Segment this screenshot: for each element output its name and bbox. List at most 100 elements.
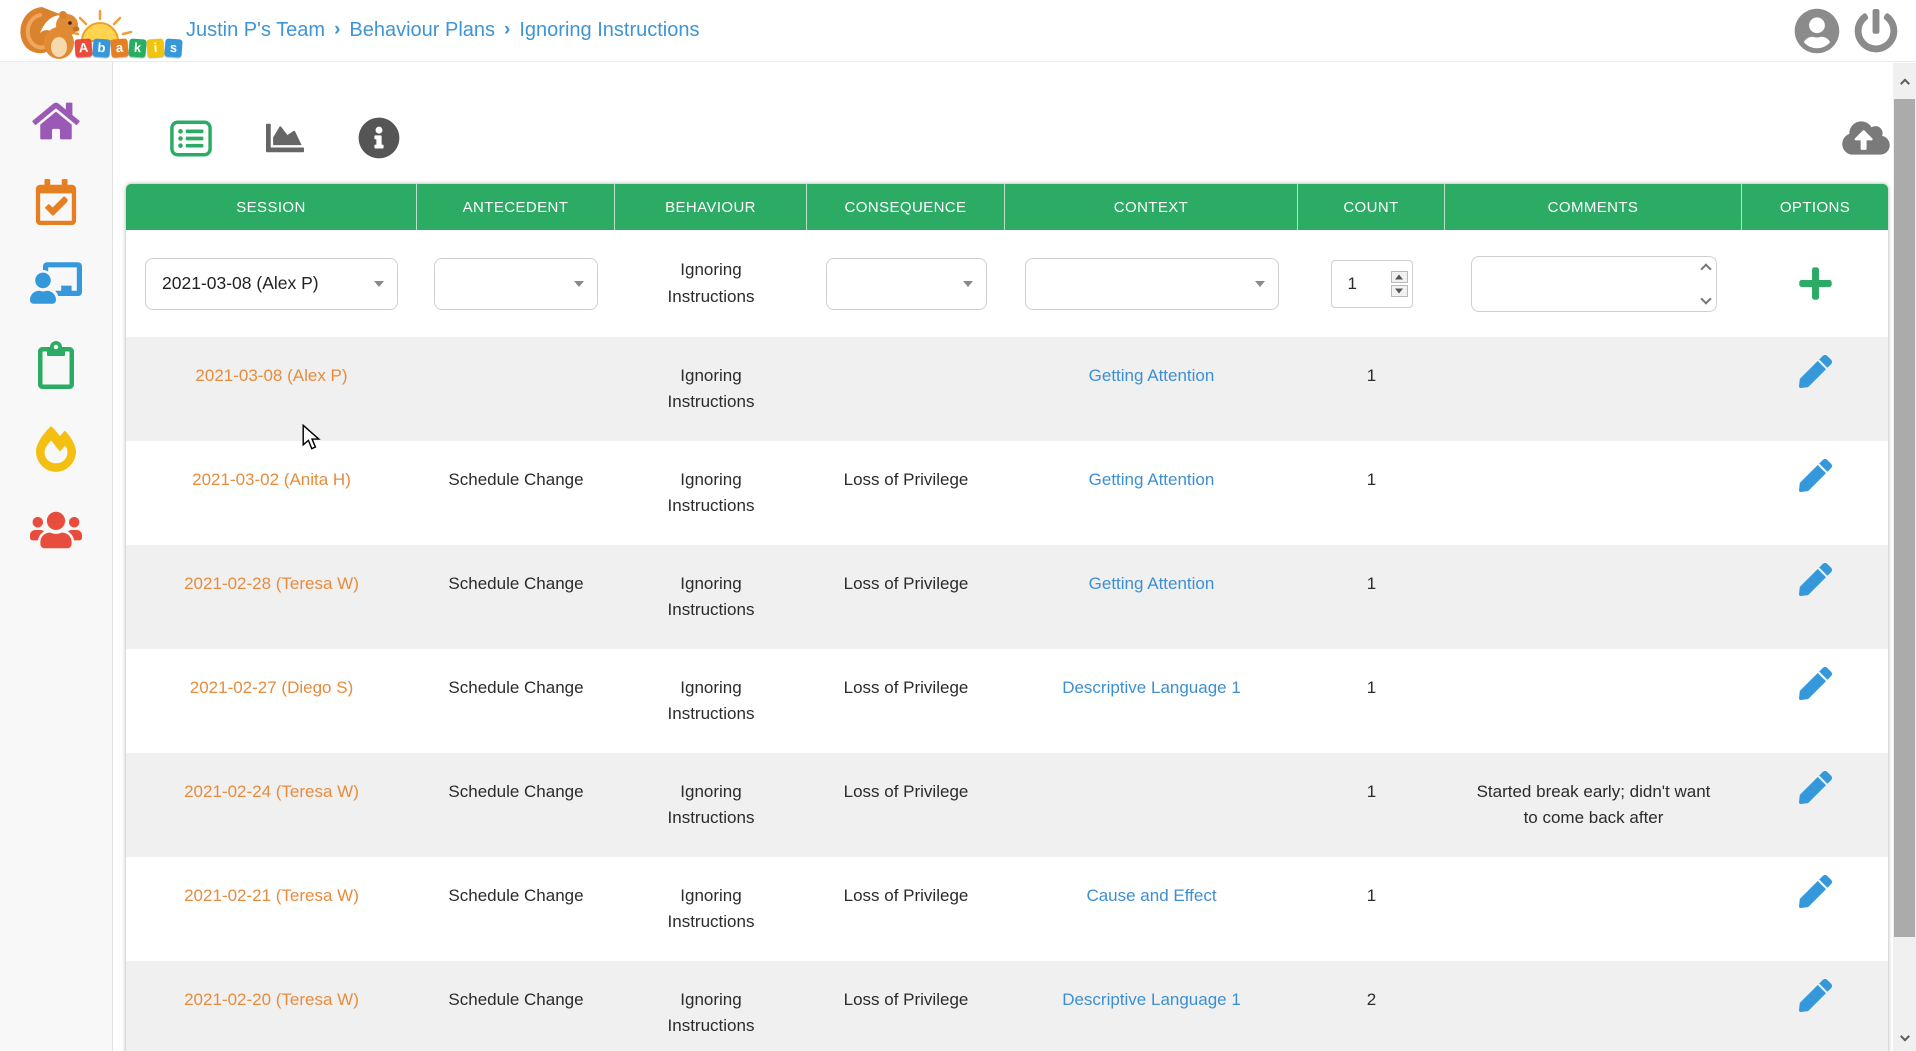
cloud-download-icon (1842, 121, 1890, 155)
logout-button[interactable] (1854, 8, 1898, 53)
count-cell: 1 (1366, 366, 1377, 385)
view-toolbar (113, 62, 1916, 184)
sidebar-nav (0, 62, 113, 1051)
session-link[interactable]: 2021-02-28 (Teresa W) (184, 574, 359, 593)
behaviour-cell: Ignoring Instructions (667, 470, 755, 516)
behaviour-label-cell: Ignoring Instructions (615, 257, 807, 310)
chevron-down-icon (574, 280, 584, 287)
sidebar-item-home[interactable] (32, 100, 80, 142)
column-header-consequence: CONSEQUENCE (807, 184, 1005, 230)
antecedent-cell: Schedule Change (448, 990, 584, 1009)
session-link[interactable]: 2021-02-21 (Teresa W) (184, 886, 359, 905)
logo-letter: k (128, 37, 147, 58)
comments-textarea[interactable] (1470, 255, 1717, 312)
download-button[interactable] (1842, 119, 1890, 157)
column-header-options: OPTIONS (1779, 198, 1851, 216)
chevron-down-icon (1899, 1031, 1910, 1042)
session-select[interactable]: 2021-03-08 (Alex P) (145, 257, 398, 310)
sidebar-item-behaviours[interactable] (36, 426, 76, 472)
behaviour-cell: Ignoring Instructions (667, 990, 755, 1036)
comments-cell (1445, 961, 1742, 1051)
session-link[interactable]: 2021-03-08 (Alex P) (195, 366, 348, 385)
pencil-icon (1798, 979, 1832, 1012)
breadcrumb-plans-link[interactable]: Behaviour Plans (349, 19, 496, 41)
comments-cell (1445, 337, 1742, 441)
table-header-row: SESSION ANTECEDENT BEHAVIOUR CONSEQUENCE… (126, 184, 1888, 230)
breadcrumb-team-link[interactable]: Justin P's Team (186, 19, 326, 41)
context-link[interactable]: Cause and Effect (1086, 886, 1217, 905)
scrollbar-thumb[interactable] (1894, 99, 1915, 937)
context-link[interactable]: Getting Attention (1088, 470, 1215, 489)
tab-info-view[interactable] (358, 117, 400, 159)
column-header-comments: COMMENTS (1445, 184, 1742, 230)
session-select-value: 2021-03-08 (Alex P) (162, 273, 319, 293)
tab-chart-view[interactable] (264, 119, 306, 157)
sidebar-item-training[interactable] (29, 262, 82, 304)
breadcrumb-separator: › (504, 18, 511, 40)
context-link[interactable]: Getting Attention (1088, 366, 1215, 385)
chevron-down-icon (962, 280, 973, 287)
new-entry-row: 2021-03-08 (Alex P) Ignoring Instruction… (126, 230, 1888, 337)
behaviour-cell: Ignoring Instructions (667, 366, 755, 412)
antecedent-select[interactable] (434, 257, 598, 310)
main-content: SESSION ANTECEDENT BEHAVIOUR CONSEQUENCE… (113, 62, 1916, 1051)
squirrel-logo-icon (20, 6, 133, 59)
list-table-icon (170, 120, 212, 156)
antecedent-cell (417, 337, 615, 441)
session-link[interactable]: 2021-02-24 (Teresa W) (184, 782, 359, 801)
antecedent-cell: Schedule Change (448, 886, 584, 905)
comments-cell (1445, 441, 1742, 545)
home-icon (32, 102, 80, 140)
edit-row-button[interactable] (1798, 667, 1832, 700)
session-link[interactable]: 2021-03-02 (Anita H) (192, 470, 351, 489)
sidebar-item-team[interactable] (30, 509, 82, 551)
antecedent-cell: Schedule Change (448, 470, 584, 489)
edit-row-button[interactable] (1798, 355, 1832, 388)
antecedent-cell: Schedule Change (448, 574, 584, 593)
pencil-icon (1798, 667, 1832, 700)
pencil-icon (1798, 771, 1832, 804)
sidebar-item-sessions[interactable] (35, 179, 77, 225)
power-off-icon (1854, 8, 1898, 52)
clipboard-icon (38, 341, 74, 389)
edit-row-button[interactable] (1798, 875, 1832, 908)
app-logo[interactable]: A b a k i s (12, 1, 183, 61)
count-cell: 1 (1366, 886, 1377, 905)
column-header-context: CONTEXT (1005, 184, 1298, 230)
logo-letter: b (92, 37, 111, 58)
behaviour-cell: Ignoring Instructions (667, 574, 755, 620)
breadcrumb-current-page[interactable]: Ignoring Instructions (519, 19, 700, 41)
count-decrement-button[interactable] (1390, 284, 1408, 297)
consequence-cell: Loss of Privilege (843, 782, 969, 801)
behaviour-cell: Ignoring Instructions (667, 886, 755, 932)
count-increment-button[interactable] (1390, 270, 1408, 283)
tab-table-view[interactable] (170, 120, 212, 157)
edit-row-button[interactable] (1798, 563, 1832, 596)
user-profile-button[interactable] (1794, 8, 1840, 54)
logo-letter: i (146, 37, 165, 58)
edit-row-button[interactable] (1798, 771, 1832, 804)
consequence-select[interactable] (825, 257, 987, 310)
table-row: 2021-03-02 (Anita H) Schedule Change Ign… (126, 441, 1888, 545)
count-input[interactable]: 1 (1330, 259, 1413, 308)
context-link[interactable]: Descriptive Language 1 (1062, 678, 1241, 697)
logo-letter: s (164, 37, 183, 58)
page-scrollbar[interactable] (1893, 63, 1916, 1051)
behaviour-label: Ignoring Instructions (667, 260, 755, 306)
add-entry-button[interactable] (1797, 265, 1834, 302)
scroll-down-button[interactable] (1893, 1025, 1916, 1051)
edit-row-button[interactable] (1798, 979, 1832, 1012)
table-row: 2021-02-24 (Teresa W) Schedule Change Ig… (126, 753, 1888, 857)
logo-block-letters: A b a k i s (74, 37, 183, 58)
context-link[interactable]: Descriptive Language 1 (1062, 990, 1241, 1009)
session-link[interactable]: 2021-02-27 (Diego S) (189, 678, 354, 697)
session-link[interactable]: 2021-02-20 (Teresa W) (184, 990, 359, 1009)
sidebar-item-plans[interactable] (37, 341, 75, 389)
context-select[interactable] (1024, 257, 1279, 310)
pencil-icon (1798, 563, 1832, 596)
consequence-cell: Loss of Privilege (843, 990, 969, 1009)
context-link[interactable]: Getting Attention (1088, 574, 1215, 593)
edit-row-button[interactable] (1798, 459, 1832, 492)
calendar-check-icon (35, 179, 77, 225)
scroll-up-button[interactable] (1893, 69, 1916, 95)
